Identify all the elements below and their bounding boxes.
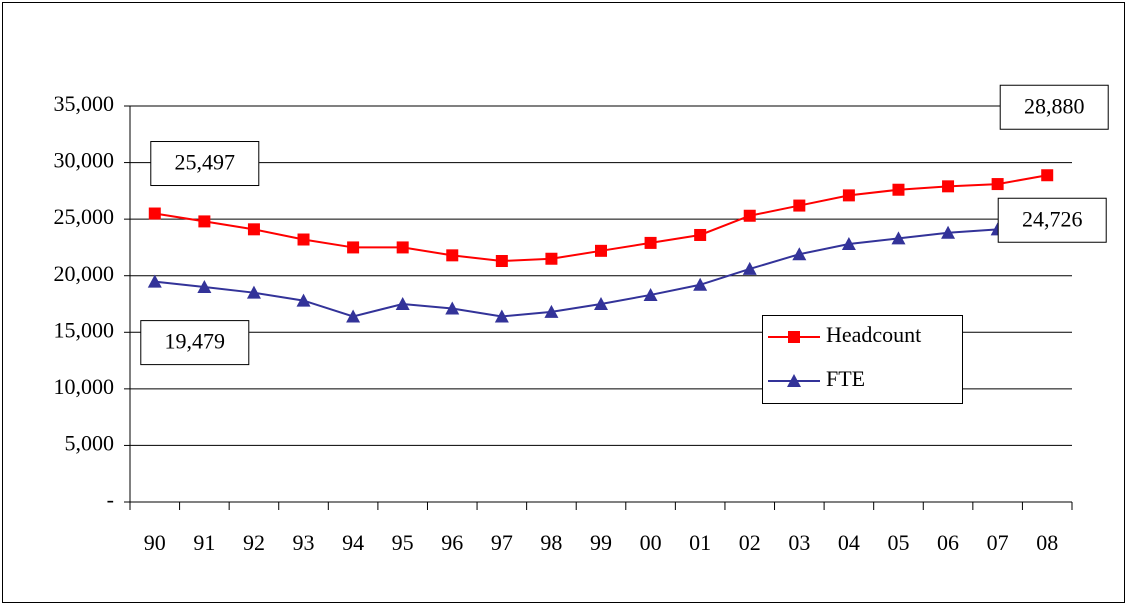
data-point — [891, 231, 906, 245]
y-tick-label: 20,000 — [54, 261, 115, 286]
legend-marker — [788, 331, 800, 343]
x-tick-label: 92 — [243, 530, 265, 555]
x-tick-label: 94 — [342, 530, 364, 555]
data-point — [198, 215, 211, 228]
data-point — [841, 237, 856, 251]
data-point — [842, 189, 855, 202]
x-tick-label: 96 — [441, 530, 463, 555]
x-tick-label: 95 — [392, 530, 414, 555]
y-tick-label: 35,000 — [54, 91, 115, 116]
data-label-box — [997, 197, 1107, 243]
data-label-box — [150, 141, 260, 187]
data-point — [148, 207, 161, 220]
data-point — [347, 241, 360, 254]
x-tick-label: 91 — [193, 530, 215, 555]
x-tick-label: 05 — [887, 530, 909, 555]
data-label: 25,497 — [175, 150, 236, 175]
data-point — [743, 209, 756, 222]
data-label-box — [140, 320, 250, 366]
data-point — [494, 309, 509, 323]
data-label: 19,479 — [165, 329, 226, 354]
data-point — [644, 236, 657, 249]
legend-label: FTE — [826, 366, 865, 391]
x-tick-label: 99 — [590, 530, 612, 555]
data-point — [892, 183, 905, 196]
data-label-box — [999, 84, 1109, 130]
data-point — [247, 223, 260, 236]
data-point — [446, 249, 459, 262]
y-tick-label: - — [107, 487, 114, 512]
data-point — [643, 287, 658, 301]
data-point — [694, 228, 707, 241]
data-point — [246, 285, 261, 299]
x-tick-label: 00 — [640, 530, 662, 555]
data-point — [942, 180, 955, 193]
legend-marker — [787, 374, 801, 387]
x-tick-label: 98 — [540, 530, 562, 555]
y-tick-label: 10,000 — [54, 374, 115, 399]
x-tick-label: 93 — [293, 530, 315, 555]
data-point — [395, 297, 410, 310]
data-point — [147, 274, 162, 288]
data-point — [941, 225, 956, 239]
data-point — [991, 178, 1004, 191]
x-tick-label: 97 — [491, 530, 513, 555]
x-tick-label: 04 — [838, 530, 860, 555]
data-point — [545, 252, 558, 265]
data-point — [346, 309, 361, 323]
data-point — [742, 261, 757, 275]
x-tick-label: 03 — [788, 530, 810, 555]
data-point — [544, 304, 559, 318]
x-tick-label: 90 — [144, 530, 166, 555]
data-point — [495, 255, 508, 268]
data-point — [693, 277, 708, 291]
data-point — [297, 233, 310, 246]
data-point — [793, 199, 806, 212]
x-tick-label: 02 — [739, 530, 761, 555]
data-label: 24,726 — [1022, 206, 1083, 231]
data-point — [296, 293, 311, 307]
data-label: 28,880 — [1024, 93, 1085, 118]
y-tick-label: 5,000 — [65, 430, 115, 455]
y-tick-label: 25,000 — [54, 204, 115, 229]
x-tick-label: 08 — [1036, 530, 1058, 555]
data-point — [197, 280, 212, 294]
x-tick-label: 01 — [689, 530, 711, 555]
legend-box — [762, 315, 963, 404]
x-tick-label: 06 — [937, 530, 959, 555]
data-point — [396, 241, 409, 254]
legend-label: Headcount — [826, 322, 921, 347]
data-point — [595, 244, 607, 257]
data-point — [792, 247, 807, 261]
data-point — [594, 297, 608, 310]
data-point — [1041, 169, 1054, 182]
x-tick-label: 07 — [987, 530, 1009, 555]
y-tick-label: 30,000 — [54, 148, 115, 173]
y-tick-label: 15,000 — [54, 317, 115, 342]
data-point — [445, 301, 460, 315]
